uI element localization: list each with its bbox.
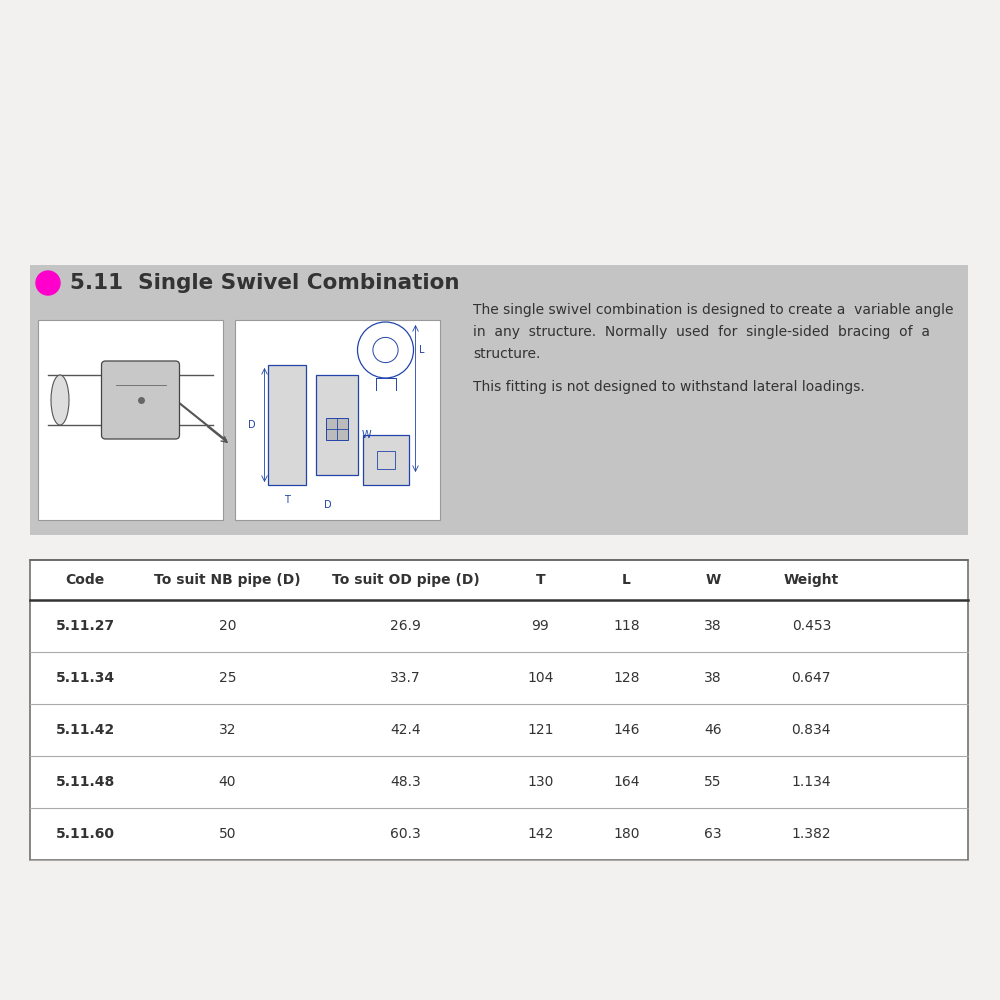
FancyBboxPatch shape — [363, 435, 409, 485]
Text: 164: 164 — [613, 775, 640, 789]
Text: 25: 25 — [219, 671, 236, 685]
Text: 5.11.27: 5.11.27 — [56, 619, 115, 633]
Text: 48.3: 48.3 — [390, 775, 421, 789]
Text: 5.11.48: 5.11.48 — [56, 775, 115, 789]
FancyBboxPatch shape — [326, 418, 348, 440]
Text: 142: 142 — [527, 827, 553, 841]
Text: L: L — [622, 573, 631, 587]
Text: 99: 99 — [531, 619, 549, 633]
FancyBboxPatch shape — [30, 265, 968, 535]
Text: W: W — [362, 430, 371, 440]
Text: in  any  structure.  Normally  used  for  single-sided  bracing  of  a: in any structure. Normally used for sing… — [473, 325, 930, 339]
Text: 146: 146 — [613, 723, 640, 737]
Text: 5.11.42: 5.11.42 — [56, 723, 115, 737]
Text: 5.11  Single Swivel Combination: 5.11 Single Swivel Combination — [70, 273, 460, 293]
Text: To suit NB pipe (D): To suit NB pipe (D) — [154, 573, 301, 587]
Text: The single swivel combination is designed to create a  variable angle: The single swivel combination is designe… — [473, 303, 954, 317]
Text: 20: 20 — [219, 619, 236, 633]
Text: 60.3: 60.3 — [390, 827, 421, 841]
Text: 33.7: 33.7 — [390, 671, 421, 685]
Text: 0.453: 0.453 — [792, 619, 831, 633]
Text: Code: Code — [66, 573, 105, 587]
Text: 50: 50 — [219, 827, 236, 841]
Text: D: D — [324, 500, 331, 510]
Text: 38: 38 — [704, 671, 722, 685]
Text: 38: 38 — [704, 619, 722, 633]
Text: 5.11.34: 5.11.34 — [56, 671, 115, 685]
Text: 0.834: 0.834 — [792, 723, 831, 737]
Text: 180: 180 — [613, 827, 640, 841]
Text: L: L — [419, 345, 424, 355]
FancyBboxPatch shape — [235, 320, 440, 520]
Text: 26.9: 26.9 — [390, 619, 421, 633]
Text: This fitting is not designed to withstand lateral loadings.: This fitting is not designed to withstan… — [473, 380, 865, 394]
FancyBboxPatch shape — [30, 560, 968, 860]
Text: 40: 40 — [219, 775, 236, 789]
Text: 46: 46 — [704, 723, 722, 737]
Circle shape — [36, 271, 60, 295]
Text: 5.11.60: 5.11.60 — [56, 827, 115, 841]
FancyBboxPatch shape — [268, 365, 306, 485]
Text: To suit OD pipe (D): To suit OD pipe (D) — [332, 573, 480, 587]
Text: 32: 32 — [219, 723, 236, 737]
Text: 104: 104 — [527, 671, 553, 685]
Text: Weight: Weight — [784, 573, 839, 587]
FancyBboxPatch shape — [316, 375, 358, 475]
Text: 121: 121 — [527, 723, 554, 737]
Text: 63: 63 — [704, 827, 722, 841]
Ellipse shape — [51, 375, 69, 425]
Text: 128: 128 — [613, 671, 640, 685]
FancyBboxPatch shape — [38, 320, 223, 520]
Text: 0.647: 0.647 — [792, 671, 831, 685]
Text: 55: 55 — [704, 775, 722, 789]
FancyBboxPatch shape — [102, 361, 180, 439]
Text: 118: 118 — [613, 619, 640, 633]
Text: D: D — [248, 420, 256, 430]
Text: 1.134: 1.134 — [792, 775, 831, 789]
Text: 42.4: 42.4 — [390, 723, 421, 737]
Text: T: T — [284, 495, 289, 505]
Text: structure.: structure. — [473, 347, 540, 361]
Text: 130: 130 — [527, 775, 553, 789]
Text: 1.382: 1.382 — [792, 827, 831, 841]
Text: W: W — [705, 573, 720, 587]
Text: T: T — [535, 573, 545, 587]
